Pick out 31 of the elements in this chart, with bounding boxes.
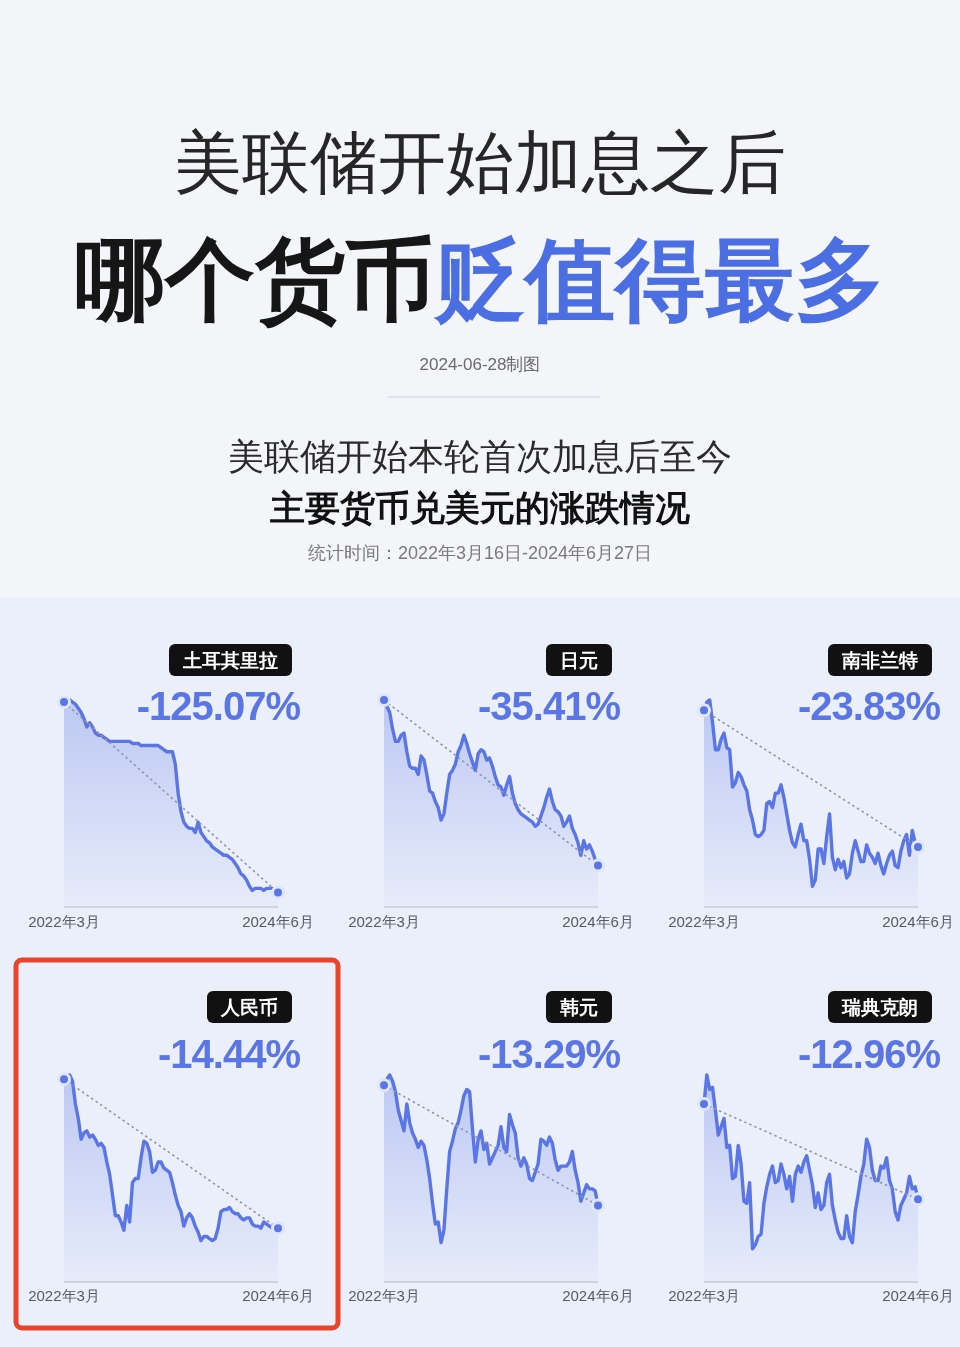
x-tick-label: 2024年6月	[562, 1287, 634, 1304]
text: 2024-06-28制图	[419, 355, 541, 374]
text: 贬值得最多	[433, 230, 885, 330]
chart-subtitle: -23.83%	[798, 684, 941, 728]
chart-title: 韩元	[559, 997, 598, 1018]
x-tick-label: 2022年3月	[668, 1287, 740, 1304]
x-tick-label: 2022年3月	[348, 1287, 420, 1304]
x-tick-label: 2022年3月	[28, 913, 100, 930]
x-tick-label: 2022年3月	[348, 913, 420, 930]
x-tick-label: 2024年6月	[242, 1287, 314, 1304]
x-tick-label: 2024年6月	[242, 913, 314, 930]
x-tick-label: 2024年6月	[882, 1287, 954, 1304]
chart-title: 瑞典克朗	[841, 997, 918, 1018]
chart-subtitle: -12.96%	[798, 1032, 941, 1076]
chart-title: 人民币	[220, 997, 278, 1018]
chart-title: 南非兰特	[841, 650, 918, 671]
chart-title: 日元	[560, 650, 598, 671]
text: 美联储开始加息之后	[174, 124, 786, 200]
chart-subtitle: -14.44%	[158, 1032, 301, 1076]
chart-title: 土耳其里拉	[182, 650, 278, 671]
text: 主要货币兑美元的涨跌情况	[269, 488, 690, 527]
x-tick-label: 2022年3月	[28, 1287, 100, 1304]
x-tick-label: 2024年6月	[882, 913, 954, 930]
chart-subtitle: -35.41%	[478, 684, 621, 728]
chart-subtitle: -13.29%	[478, 1032, 621, 1076]
chart-subtitle: -125.07%	[136, 684, 301, 728]
x-tick-label: 2024年6月	[562, 913, 634, 930]
text: 统计时间：2022年3月16日-2024年6月27日	[307, 543, 653, 563]
text: 哪个货币	[75, 230, 435, 330]
x-tick-label: 2022年3月	[668, 913, 740, 930]
text: 美联储开始本轮首次加息后至今	[228, 436, 732, 477]
